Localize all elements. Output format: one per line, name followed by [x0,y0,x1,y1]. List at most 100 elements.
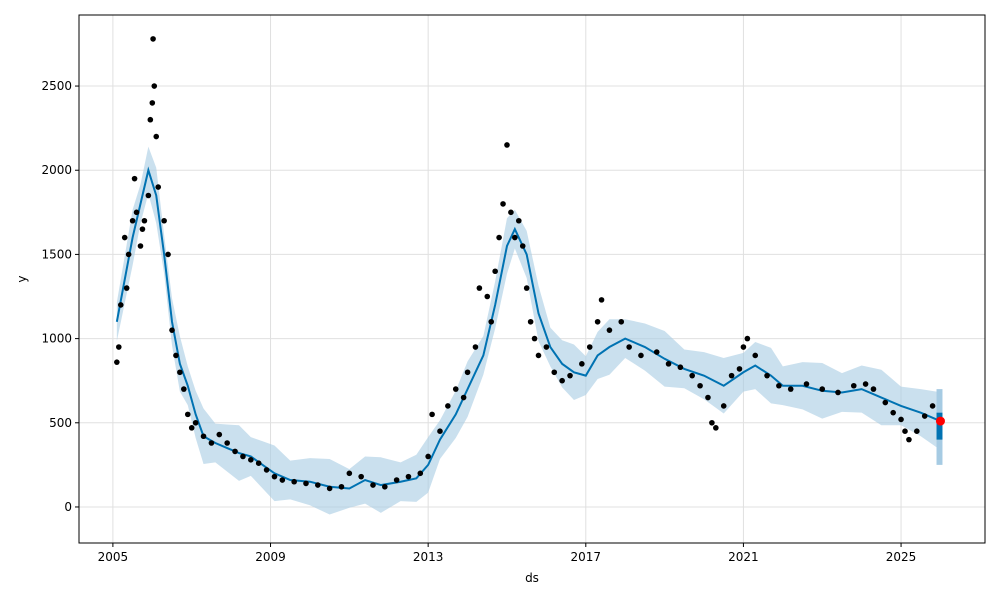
y-tick-label: 1500 [41,247,72,261]
observed-point [709,419,715,426]
observed-point [417,470,424,477]
y-tick-label: 2000 [41,163,72,177]
observed-point [429,411,435,418]
observed-point [224,440,230,446]
observed-point [116,344,122,350]
observed-point [155,184,162,190]
observed-point [150,36,156,42]
observed-point [121,234,128,241]
observed-point [153,133,160,140]
observed-point [382,483,388,490]
observed-point [677,364,684,371]
observed-point [504,142,510,148]
observed-point [551,369,558,376]
observed-point [921,413,928,419]
x-tick-label: 2025 [886,550,917,564]
observed-point [787,386,794,392]
forecast-line-group [115,166,937,490]
y-tick-label: 500 [49,416,72,430]
observed-point [689,372,695,379]
observed-point [586,344,593,350]
future-forecast-block [936,412,943,440]
observed-point [165,251,171,258]
grid [79,15,985,543]
x-tick-label: 2009 [255,550,286,564]
observed-point [882,399,889,406]
observed-point [776,382,782,389]
observed-point [216,431,223,438]
observed-point [535,352,542,359]
observed-point [579,361,585,367]
observed-point [232,448,238,455]
observed-point [531,335,538,342]
x-tick-label: 2005 [98,550,129,564]
observed-point [114,359,120,365]
observed-point [240,453,246,460]
observed-point [149,100,156,106]
observed-point [914,428,920,435]
observed-point [697,382,703,389]
observed-point [929,403,936,409]
observed-point [437,428,443,435]
observed-point [145,192,152,199]
observed-point [315,482,321,488]
observed-point [303,480,309,487]
observed-point [665,361,672,367]
observed-point [744,335,751,342]
observed-point [512,234,518,241]
observed-point [567,372,573,379]
observed-point [123,285,130,291]
x-tick-label: 2017 [571,550,602,564]
y-tick-label: 0 [64,500,72,514]
observed-point [452,386,459,392]
observed-point [492,268,498,275]
observed-point [870,386,877,392]
observed-point [740,344,747,350]
observed-point [819,386,826,392]
observed-point [720,403,727,409]
observed-point [515,217,522,224]
observed-point [133,209,140,216]
observed-point [898,416,904,423]
observed-point [173,352,179,359]
observed-point [200,433,207,440]
observed-point [151,83,158,89]
observed-point [117,302,124,308]
observed-point [161,217,167,224]
observed-point [476,285,483,291]
observed-point [653,349,660,355]
y-tick-label: 2500 [41,79,72,93]
observed-point [752,352,759,359]
observed-point [472,344,479,350]
observed-point [141,217,148,224]
observed-point [125,251,132,258]
observed-point [835,389,841,396]
observed-point [484,293,491,300]
observed-point [192,419,199,426]
observed-point [255,460,262,466]
x-tick-label: 2013 [413,550,444,564]
observed-point [764,372,770,379]
observed-point [736,366,743,372]
observed-point [460,394,467,401]
observed-point [425,453,431,460]
y-tick-label: 1000 [41,332,72,346]
observed-point [181,386,187,392]
observed-point [346,470,353,477]
observed-point [559,377,565,384]
observed-point [862,381,869,387]
observed-point [500,201,506,207]
observed-point [850,382,857,389]
observed-point [338,483,345,490]
observed-point [519,243,526,249]
observed-point [488,318,495,325]
observed-point [445,403,451,409]
x-tick-label: 2021 [728,550,759,564]
observed-point [129,217,136,224]
observed-point [263,467,270,473]
observed-point [523,285,530,291]
observed-point [594,318,601,325]
observed-point [291,478,297,485]
observed-point [326,485,333,492]
